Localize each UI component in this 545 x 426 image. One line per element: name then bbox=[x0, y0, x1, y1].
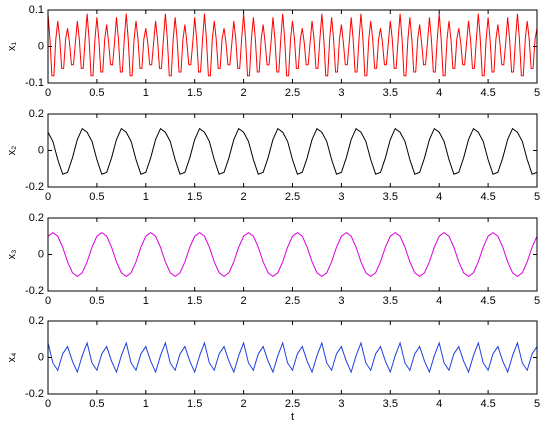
data-line bbox=[47, 13, 538, 77]
x-tick-label: 0.5 bbox=[89, 87, 104, 99]
x-tick-label: 1 bbox=[143, 398, 149, 410]
x-tick-label: 1 bbox=[143, 87, 149, 99]
x-tick-label: 4.5 bbox=[480, 398, 495, 410]
x-axis-label: t bbox=[291, 411, 294, 423]
x-tick-label: 3.5 bbox=[383, 191, 398, 203]
x-tick-label: 2 bbox=[241, 398, 247, 410]
x-tick-label: 1.5 bbox=[187, 87, 202, 99]
x-tick-label: 4.5 bbox=[480, 87, 495, 99]
x-tick-label: 0 bbox=[45, 295, 51, 307]
x-tick-label: 2.5 bbox=[285, 398, 300, 410]
y-tick-label: -0.2 bbox=[25, 285, 44, 297]
x-tick-label: 2 bbox=[241, 87, 247, 99]
x-tick-label: 0 bbox=[45, 398, 51, 410]
x-tick-label: 3.5 bbox=[383, 398, 398, 410]
x-tick-label: 5 bbox=[534, 191, 540, 203]
x-tick-label: 2.5 bbox=[285, 191, 300, 203]
x-tick-label: 2.5 bbox=[285, 87, 300, 99]
x-tick-label: 2 bbox=[241, 191, 247, 203]
y-tick-label: -0.1 bbox=[25, 77, 44, 89]
x-tick-label: 3 bbox=[338, 87, 344, 99]
y-tick-label: 0.2 bbox=[29, 315, 44, 327]
axes-box bbox=[47, 113, 538, 188]
y-tick-label: 0 bbox=[38, 40, 44, 52]
x-tick-label: 5 bbox=[534, 398, 540, 410]
axes-box bbox=[47, 320, 538, 395]
x-tick-label: 5 bbox=[534, 87, 540, 99]
y-tick-label: 0 bbox=[38, 144, 44, 156]
data-line bbox=[47, 127, 538, 175]
x-tick-label: 1 bbox=[143, 191, 149, 203]
y-tick-label: -0.2 bbox=[25, 388, 44, 400]
y-axis-label: x₄ bbox=[6, 352, 18, 363]
y-tick-label: 0.2 bbox=[29, 212, 44, 224]
x-tick-label: 3 bbox=[338, 191, 344, 203]
x-tick-label: 3.5 bbox=[383, 87, 398, 99]
x-tick-label: 4 bbox=[436, 295, 442, 307]
x-tick-label: 0.5 bbox=[89, 295, 104, 307]
data-line bbox=[47, 231, 538, 278]
x-tick-label: 3 bbox=[338, 398, 344, 410]
y-tick-label: 0.2 bbox=[29, 108, 44, 120]
y-axis-label: x₂ bbox=[6, 146, 18, 156]
x-tick-label: 1.5 bbox=[187, 191, 202, 203]
x-tick-label: 0 bbox=[45, 191, 51, 203]
x-tick-label: 4.5 bbox=[480, 191, 495, 203]
x-tick-label: 1 bbox=[143, 295, 149, 307]
y-tick-label: -0.2 bbox=[25, 181, 44, 193]
y-axis-label: x₃ bbox=[6, 250, 18, 260]
x-tick-label: 2.5 bbox=[285, 295, 300, 307]
x-tick-label: 5 bbox=[534, 295, 540, 307]
x-tick-label: 0.5 bbox=[89, 191, 104, 203]
x-tick-label: 4 bbox=[436, 191, 442, 203]
y-axis-label: x₁ bbox=[6, 42, 18, 52]
y-tick-label: 0 bbox=[38, 351, 44, 363]
x-tick-label: 3.5 bbox=[383, 295, 398, 307]
axes-box bbox=[47, 217, 538, 292]
x-tick-label: 0 bbox=[45, 87, 51, 99]
x-tick-label: 3 bbox=[338, 295, 344, 307]
x-tick-label: 2 bbox=[241, 295, 247, 307]
data-line bbox=[47, 341, 538, 374]
x-tick-label: 0.5 bbox=[89, 398, 104, 410]
x-tick-label: 4.5 bbox=[480, 295, 495, 307]
x-tick-label: 1.5 bbox=[187, 295, 202, 307]
x-tick-label: 4 bbox=[436, 87, 442, 99]
x-tick-label: 4 bbox=[436, 398, 442, 410]
y-tick-label: 0.1 bbox=[29, 4, 44, 16]
y-tick-label: 0 bbox=[38, 248, 44, 260]
x-tick-label: 1.5 bbox=[187, 398, 202, 410]
